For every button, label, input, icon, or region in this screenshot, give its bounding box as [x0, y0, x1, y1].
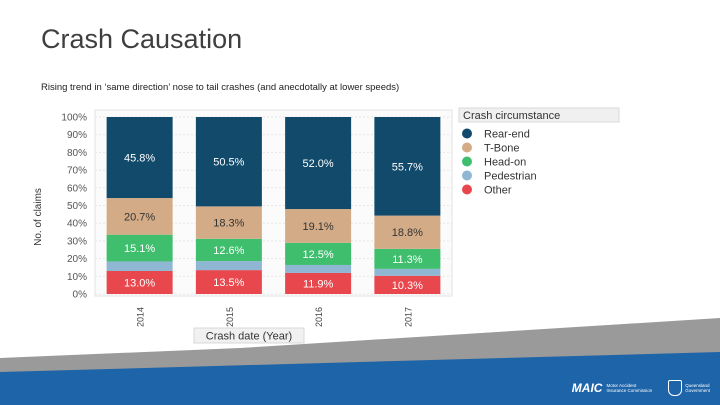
x-axis-label: Crash date (Year): [206, 331, 292, 343]
footer-logos: MAIC Motor Accident Insurance Commission…: [572, 380, 710, 396]
bar-segment: [106, 198, 173, 235]
bar-data-label: 12.6%: [213, 245, 244, 257]
bar-data-label: 13.0%: [124, 277, 155, 289]
bar-data-label: 18.3%: [213, 218, 244, 230]
y-tick-label: 20%: [67, 254, 87, 265]
legend-label: Rear-end: [484, 129, 530, 141]
bar-data-label: 11.9%: [303, 278, 334, 290]
bar-segment: [374, 268, 441, 276]
bar-data-label: 19.1%: [303, 221, 334, 233]
bar-data-label: 45.8%: [124, 153, 155, 165]
bar-segment: [195, 238, 262, 262]
bar-segment: [195, 206, 262, 239]
bar-segment: [374, 248, 441, 269]
maic-logo-line1: Motor Accident: [606, 383, 637, 388]
bar-data-label: 52.0%: [303, 158, 334, 170]
legend-title: Crash circumstance: [463, 110, 560, 122]
y-tick-label: 50%: [67, 201, 87, 212]
y-axis-label: No. of claims: [33, 188, 44, 246]
bar-data-label: 11.3%: [392, 254, 423, 266]
bar-segment: [374, 215, 441, 249]
slide-subtitle: Rising trend in ‘same direction’ nose to…: [41, 82, 400, 93]
y-tick-label: 30%: [67, 236, 87, 247]
bar-segment: [195, 270, 262, 294]
qld-logo-line1: Queensland: [685, 383, 710, 388]
legend-marker: [462, 156, 472, 167]
plot-area: 0% 10% 20% 30% 40% 50% 60% 70% 80% 90% 100% No. of …: [33, 107, 620, 344]
bar-segment: [285, 117, 352, 210]
bar-data-label: 55.7%: [392, 161, 423, 173]
bar-data-label: 13.5%: [213, 277, 244, 289]
maic-logo-text: Motor Accident Insurance Commission: [606, 383, 652, 393]
bar-data-label: 12.5%: [303, 249, 334, 261]
legend-marker: [462, 184, 472, 195]
bar-segment: [374, 275, 441, 294]
qld-logo-text: Queensland Government: [685, 383, 710, 393]
qld-crest-icon: [668, 380, 683, 396]
bar-segment: [285, 242, 352, 265]
qld-logo-line2: Government: [685, 388, 710, 393]
bar-segment: [106, 270, 173, 294]
y-tick-label: 40%: [67, 219, 87, 230]
x-tick-label: 2017: [403, 307, 413, 327]
y-tick-label: 80%: [67, 148, 87, 159]
y-tick-label: 10%: [67, 272, 87, 283]
qld-government-logo: Queensland Government: [668, 380, 710, 396]
bar-segment: [106, 117, 173, 199]
x-axis-label-box: [193, 327, 305, 344]
bar-segment: [195, 261, 262, 271]
y-tick-label: 100%: [61, 113, 87, 124]
x-tick-label: 2014: [136, 307, 146, 327]
legend-label: Other: [484, 185, 512, 197]
legend-label: T-Bone: [484, 143, 519, 155]
bar-segment: [195, 117, 262, 207]
bar-segment: [285, 264, 352, 273]
bar-segment: [285, 272, 352, 294]
x-tick-label: 2015: [225, 307, 235, 327]
maic-logo-mark: MAIC: [571, 381, 603, 395]
y-tick-label: 0%: [73, 290, 88, 301]
legend-marker: [462, 142, 472, 153]
maic-logo: MAIC Motor Accident Insurance Commission: [572, 381, 652, 395]
legend-label: Pedestrian: [484, 171, 537, 183]
y-tick-label: 90%: [67, 130, 87, 141]
legend-marker: [462, 170, 472, 181]
bar-segment: [106, 261, 173, 271]
legend-title-box: [458, 107, 620, 123]
y-tick-label: 70%: [67, 166, 87, 177]
slide-title: Crash Causation: [41, 24, 243, 54]
bar-segment: [285, 209, 352, 243]
legend-label: Head-on: [484, 157, 526, 169]
bar-data-label: 50.5%: [213, 157, 244, 169]
x-tick-label: 2016: [314, 307, 324, 327]
maic-logo-line2: Insurance Commission: [606, 388, 653, 393]
y-tick-label: 60%: [67, 183, 87, 194]
bar-segment: [374, 117, 441, 216]
footer-blue-band: [0, 352, 720, 405]
bar-segment: [106, 234, 173, 262]
bar-data-label: 15.1%: [124, 243, 155, 255]
bar-data-label: 20.7%: [124, 211, 155, 223]
bar-data-label: 18.8%: [392, 227, 423, 239]
bar-data-label: 10.3%: [392, 280, 423, 292]
legend-marker: [462, 128, 472, 139]
